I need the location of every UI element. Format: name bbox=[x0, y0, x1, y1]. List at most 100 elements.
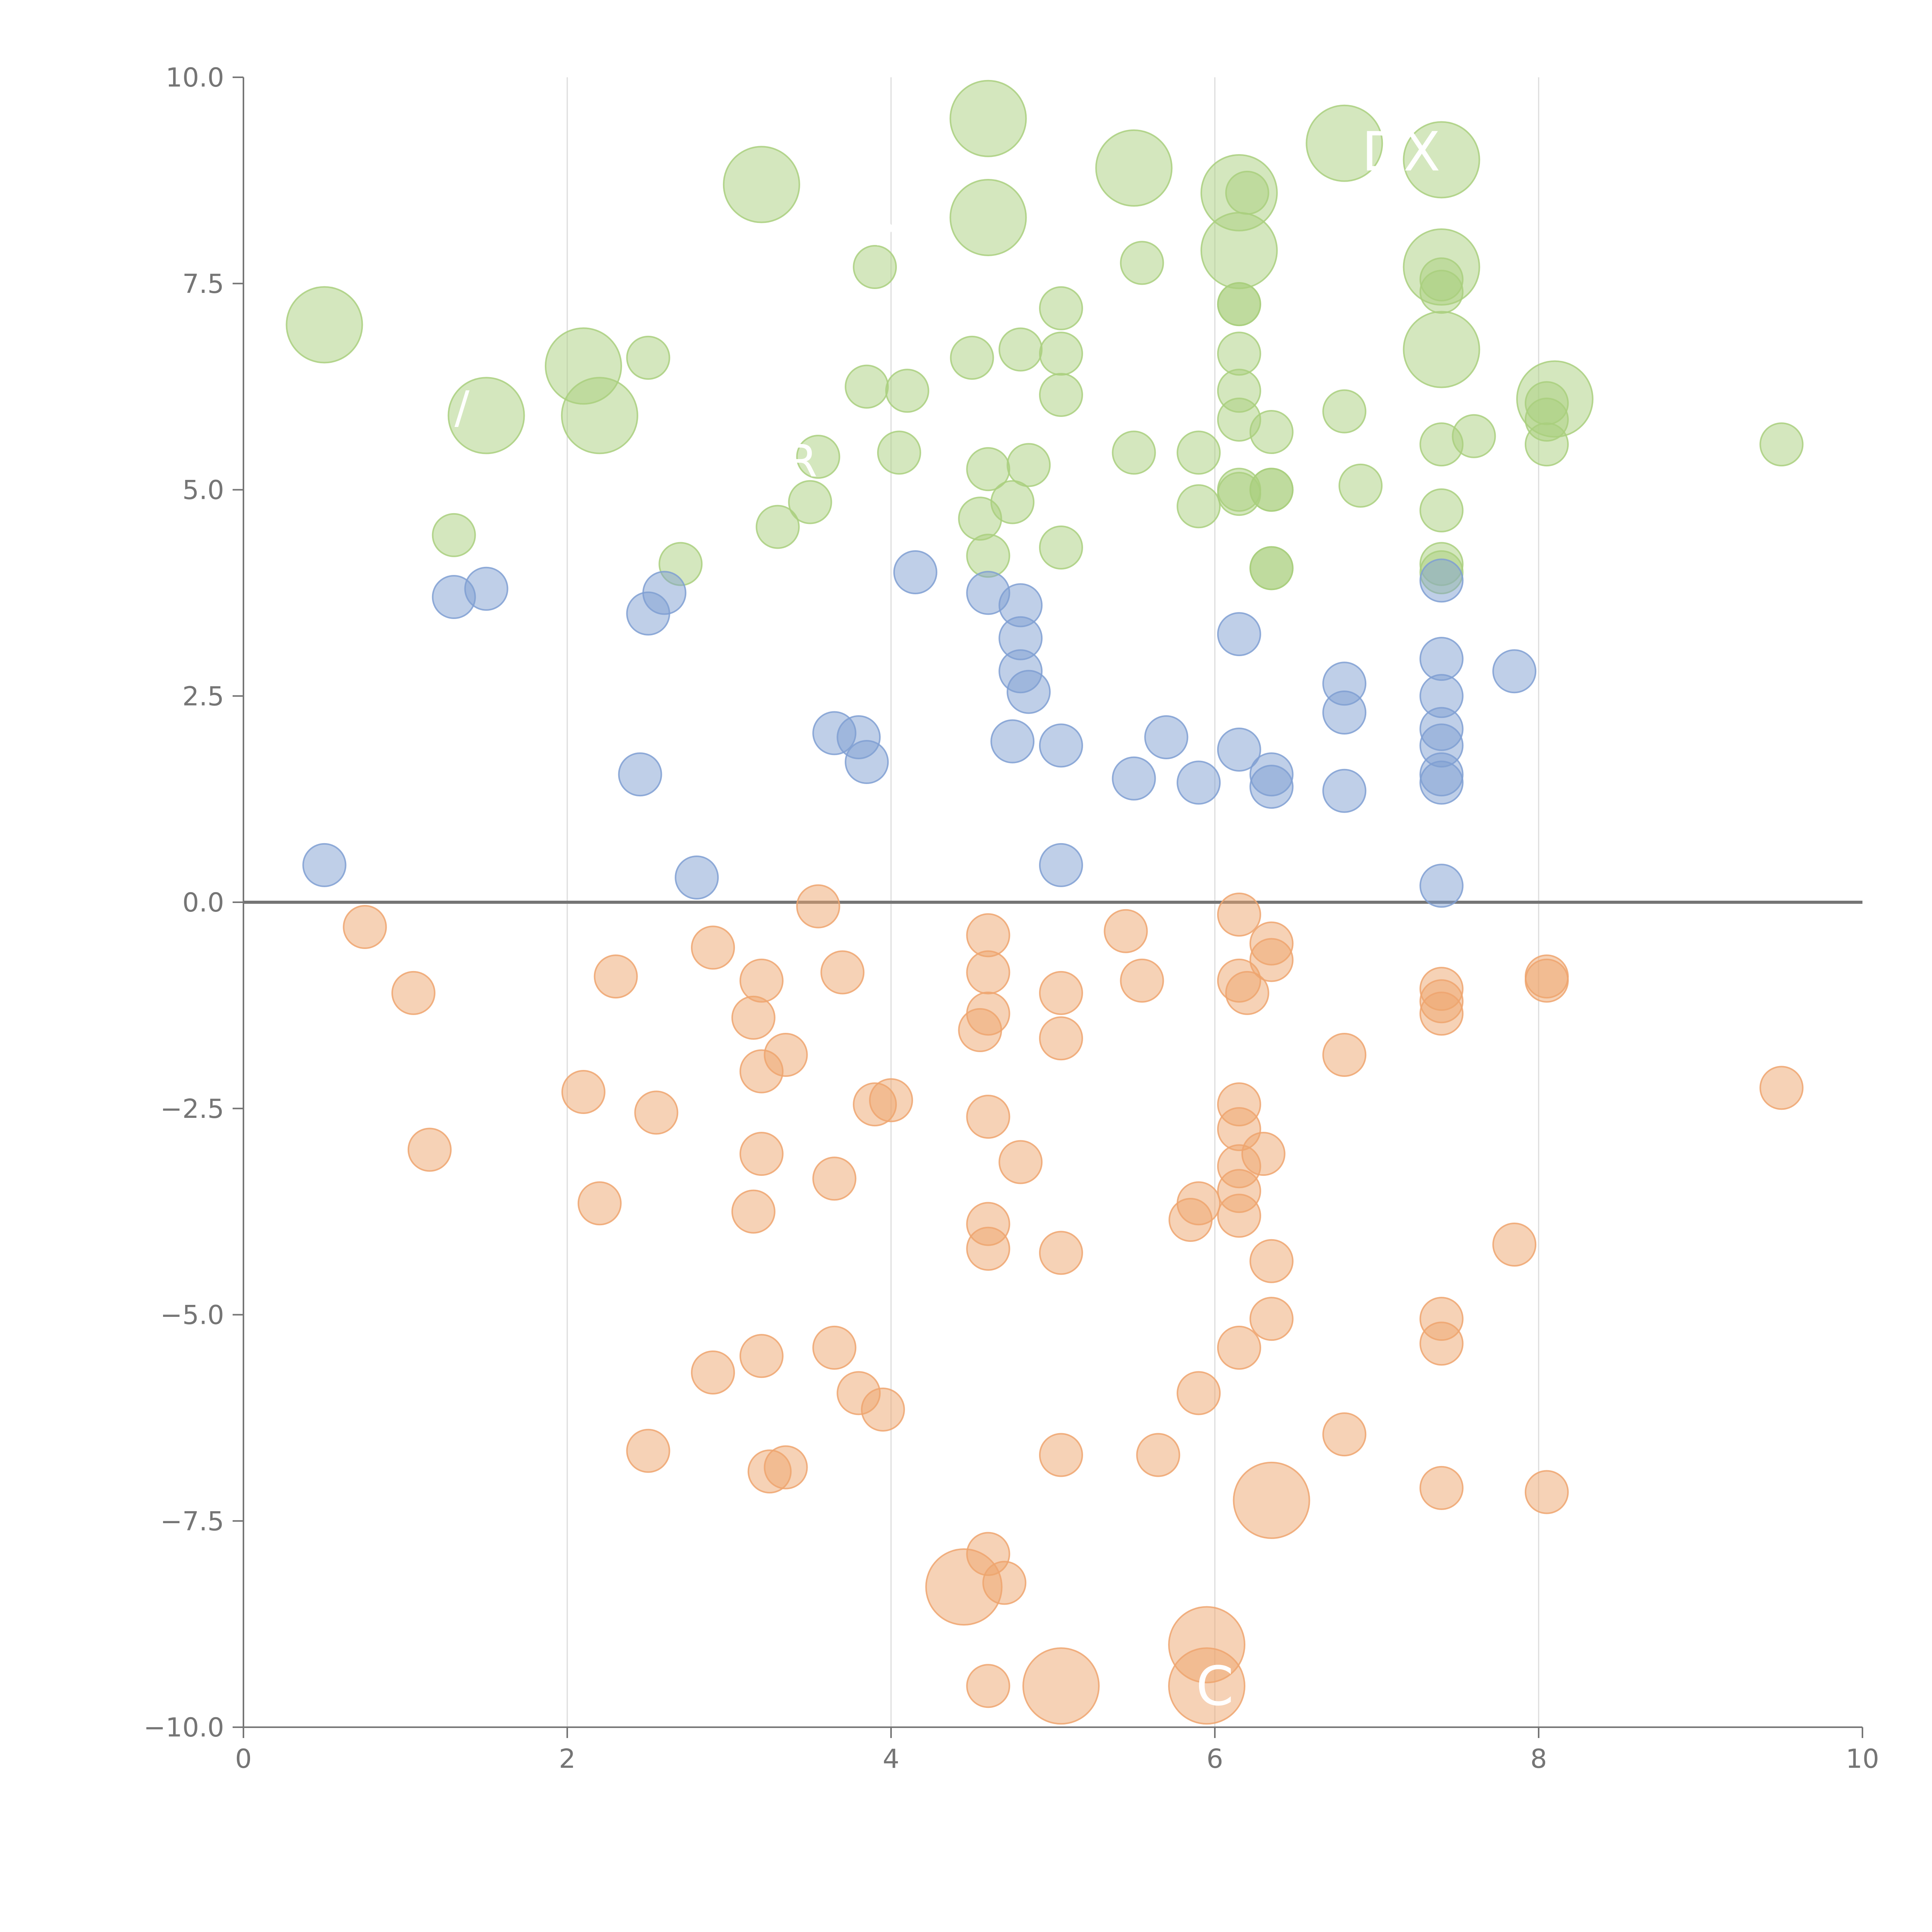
bubble-blue-10 bbox=[893, 550, 937, 594]
bubble-blue-9 bbox=[845, 740, 889, 784]
bubble-green-23 bbox=[877, 430, 921, 475]
y-tick-label: 5.0 bbox=[182, 475, 224, 506]
bubble-orange-56 bbox=[1225, 971, 1269, 1015]
y-tick-label: 7.5 bbox=[182, 269, 224, 299]
bubble-blue-28 bbox=[1322, 769, 1367, 813]
x-tick-label: 6 bbox=[1206, 1744, 1223, 1774]
bubble-orange-33 bbox=[966, 1226, 1010, 1271]
bubble-blue-2 bbox=[464, 566, 509, 611]
bubble-green-18 bbox=[755, 505, 800, 549]
bubble-orange-18 bbox=[764, 1032, 808, 1077]
bubble-orange-61 bbox=[1249, 1297, 1294, 1341]
bubble-green-20 bbox=[796, 435, 840, 479]
bubble-green-34 bbox=[1039, 372, 1083, 417]
bubble-blue-0 bbox=[302, 843, 347, 887]
bubble-green-50 bbox=[1249, 468, 1294, 512]
bubble-orange-29 bbox=[966, 950, 1010, 995]
bubble-orange-30 bbox=[966, 992, 1010, 1036]
bubble-green-13 bbox=[1403, 311, 1480, 388]
bubble-blue-25 bbox=[1249, 765, 1294, 809]
bubble-green-7 bbox=[1095, 129, 1173, 207]
bubble-orange-70 bbox=[1492, 1223, 1537, 1267]
bubble-green-52 bbox=[1249, 546, 1294, 590]
bubble-green-29 bbox=[990, 480, 1035, 524]
bubble-blue-23 bbox=[1217, 728, 1261, 772]
bubble-orange-1 bbox=[391, 971, 435, 1015]
bubble-orange-9 bbox=[691, 1350, 735, 1395]
bubble-orange-2 bbox=[407, 1128, 452, 1172]
bubble-green-58 bbox=[1419, 488, 1464, 532]
bubble-green-28 bbox=[966, 534, 1010, 578]
bubble-orange-4 bbox=[577, 1181, 622, 1226]
bubble-orange-17 bbox=[764, 1445, 808, 1490]
bubble-orange-69 bbox=[1419, 1466, 1464, 1510]
bubble-layer bbox=[286, 80, 1804, 1725]
bubble-blue-35 bbox=[1419, 760, 1464, 805]
bubble-green-54 bbox=[1338, 463, 1383, 508]
bubble-orange-47 bbox=[1177, 1371, 1221, 1415]
bubble-orange-79 bbox=[1233, 1461, 1310, 1539]
bubble-green-1 bbox=[447, 377, 525, 454]
bubble-label-3: DX bbox=[1362, 121, 1440, 184]
bubble-green-19 bbox=[788, 480, 832, 524]
bubble-green-3 bbox=[561, 377, 638, 454]
bubble-orange-43 bbox=[1120, 958, 1164, 1003]
bubble-label-1: R bbox=[787, 435, 818, 487]
bubble-orange-42 bbox=[1104, 909, 1148, 953]
bubble-orange-73 bbox=[1524, 1470, 1569, 1514]
bubble-green-61 bbox=[1452, 414, 1496, 458]
bubble-orange-74 bbox=[1759, 1066, 1804, 1110]
bubble-orange-19 bbox=[796, 884, 840, 929]
bubble-orange-0 bbox=[343, 905, 387, 949]
y-tick-label: −10.0 bbox=[144, 1713, 224, 1743]
bubble-orange-68 bbox=[1419, 1321, 1464, 1366]
bubble-green-41 bbox=[1217, 282, 1261, 327]
bubble-green-21 bbox=[845, 364, 889, 409]
bubble-green-5 bbox=[949, 80, 1027, 157]
bubble-orange-15 bbox=[739, 1334, 784, 1378]
bubble-orange-48 bbox=[1217, 893, 1261, 937]
bubble-orange-31 bbox=[966, 1095, 1010, 1139]
bubble-orange-12 bbox=[739, 958, 784, 1003]
bubble-green-65 bbox=[1759, 422, 1804, 467]
bubble-green-22 bbox=[853, 245, 897, 289]
bubble-blue-29 bbox=[1419, 558, 1464, 603]
bubble-orange-6 bbox=[634, 1090, 679, 1135]
bubble-orange-62 bbox=[1322, 1032, 1367, 1077]
bubble-orange-26 bbox=[869, 1078, 913, 1122]
bubble-green-35 bbox=[1039, 525, 1083, 570]
bubble-orange-57 bbox=[1241, 1132, 1286, 1176]
bubble-green-24 bbox=[885, 369, 929, 413]
y-tick-label: −7.5 bbox=[160, 1506, 224, 1537]
bubble-orange-35 bbox=[966, 1664, 1010, 1708]
bubble-orange-75 bbox=[925, 1548, 1003, 1626]
x-tick-label: 10 bbox=[1846, 1744, 1879, 1774]
bubble-blue-21 bbox=[1177, 760, 1221, 805]
bubble-orange-59 bbox=[1249, 938, 1294, 982]
annotation-layer: / R X DX C bbox=[454, 121, 1440, 1718]
bubble-green-25 bbox=[950, 335, 994, 380]
bubble-blue-37 bbox=[1492, 649, 1537, 694]
bubble-orange-5 bbox=[594, 954, 638, 999]
bubble-green-53 bbox=[1322, 389, 1367, 434]
bubble-orange-28 bbox=[966, 913, 1010, 957]
bubble-blue-3 bbox=[618, 752, 662, 797]
bubble-green-0 bbox=[286, 286, 363, 364]
bubble-green-64 bbox=[1524, 422, 1569, 467]
bubble-green-56 bbox=[1419, 270, 1464, 314]
bubble-blue-20 bbox=[1144, 715, 1189, 759]
bubble-green-6 bbox=[949, 179, 1027, 256]
bubble-green-37 bbox=[1120, 241, 1164, 285]
bubble-blue-6 bbox=[675, 855, 719, 900]
bubble-blue-16 bbox=[1007, 670, 1051, 714]
bubble-orange-14 bbox=[739, 1132, 784, 1176]
bubble-green-38 bbox=[1177, 430, 1221, 475]
bubble-blue-30 bbox=[1419, 637, 1464, 681]
bubble-orange-55 bbox=[1217, 1325, 1261, 1370]
bubble-orange-41 bbox=[1039, 1433, 1083, 1477]
bubble-orange-10 bbox=[731, 995, 776, 1040]
bubble-blue-36 bbox=[1419, 864, 1464, 908]
bubble-orange-66 bbox=[1419, 992, 1464, 1036]
bubble-orange-78 bbox=[1168, 1647, 1246, 1725]
bubble-orange-72 bbox=[1524, 958, 1569, 1003]
